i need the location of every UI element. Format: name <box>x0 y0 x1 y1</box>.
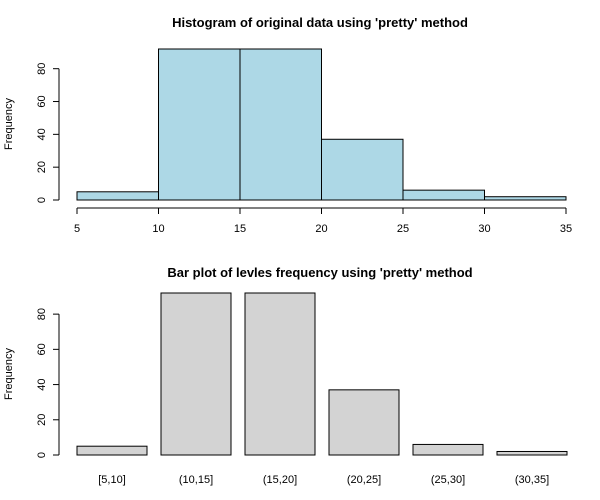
histogram-panel: Histogram of original data using 'pretty… <box>3 15 572 235</box>
barplot-x-tick-label: (30,35] <box>515 474 549 486</box>
histogram-bar <box>158 48 241 201</box>
barplot-y-axis: 0 20 40 60 80 <box>36 308 60 458</box>
barplot-bar <box>328 389 400 456</box>
histogram-y-axis-label: Frequency <box>3 98 15 150</box>
barplot-panel: Bar plot of levles frequency using 'pret… <box>3 265 568 486</box>
barplot-x-axis: [5,10] (10,15] (15,20] (20,25] (25,30] (30,35… <box>98 474 549 486</box>
histogram-bar <box>484 196 567 201</box>
barplot-bar <box>496 450 568 456</box>
barplot-bar <box>412 443 484 456</box>
histogram-y-tick-label: 0 <box>36 197 48 203</box>
barplot-bar <box>160 292 232 456</box>
histogram-x-tick-label: 20 <box>315 223 327 235</box>
histogram-x-tick-label: 35 <box>560 223 572 235</box>
histogram-y-tick-label: 20 <box>36 161 48 173</box>
histogram-x-tick-label: 10 <box>152 223 164 235</box>
barplot-bar <box>76 445 148 456</box>
histogram-y-axis: 0 20 40 60 80 <box>36 63 60 203</box>
histogram-title: Histogram of original data using 'pretty… <box>172 15 468 30</box>
barplot-y-tick-label: 0 <box>36 452 48 458</box>
barplot-bars <box>76 292 568 456</box>
histogram-x-tick-label: 5 <box>74 223 80 235</box>
histogram-y-tick-label: 80 <box>36 63 48 75</box>
histogram-x-tick-label: 25 <box>397 223 409 235</box>
histogram-bar <box>76 191 159 201</box>
barplot-x-tick-label: (25,30] <box>431 474 465 486</box>
barplot-y-tick-label: 80 <box>36 308 48 320</box>
barplot-bar <box>244 292 316 456</box>
histogram-x-axis: 5 10 15 20 25 30 35 <box>74 207 572 235</box>
barplot-y-axis-label: Frequency <box>3 348 15 400</box>
barplot-x-tick-label: (15,20] <box>263 474 297 486</box>
barplot-x-tick-label: (10,15] <box>179 474 213 486</box>
barplot-x-tick-label: [5,10] <box>98 474 126 486</box>
histogram-x-tick-label: 30 <box>478 223 490 235</box>
barplot-y-tick-label: 20 <box>36 414 48 426</box>
barplot-y-tick-label: 60 <box>36 343 48 355</box>
barplot-x-tick-label: (20,25] <box>347 474 381 486</box>
histogram-bars <box>76 48 567 201</box>
barplot-y-tick-label: 40 <box>36 378 48 390</box>
histogram-bar <box>239 48 322 201</box>
histogram-bar <box>402 189 485 201</box>
histogram-bar <box>321 138 404 201</box>
histogram-y-tick-label: 60 <box>36 95 48 107</box>
barplot-title: Bar plot of levles frequency using 'pret… <box>167 265 472 280</box>
histogram-x-tick-label: 15 <box>234 223 246 235</box>
histogram-y-tick-label: 40 <box>36 128 48 140</box>
